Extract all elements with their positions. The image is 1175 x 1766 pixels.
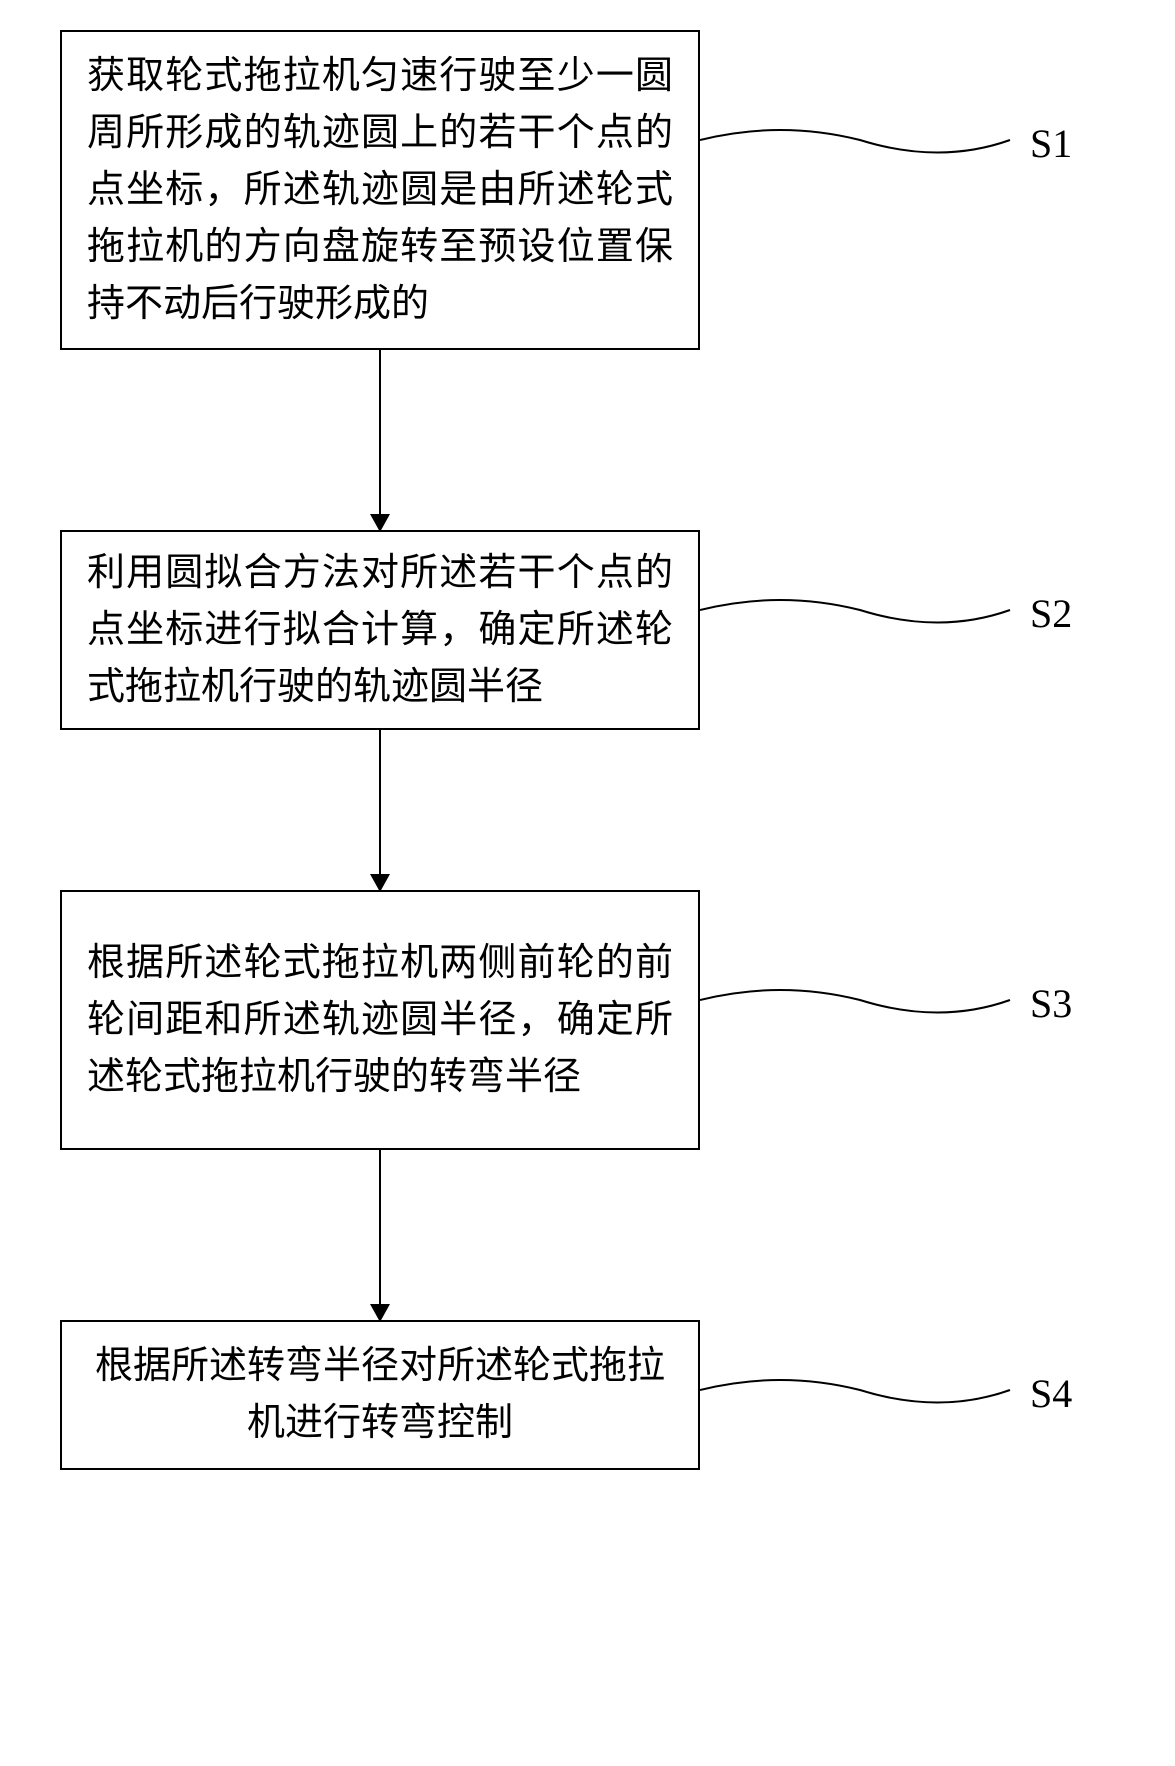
step-label-2: S2 (1030, 590, 1072, 637)
step-box-1: 获取轮式拖拉机匀速行驶至少一圆周所形成的轨迹圆上的若干个点的点坐标，所述轨迹圆是… (60, 30, 700, 350)
step-label-4: S4 (1030, 1370, 1072, 1417)
step-row-1: 获取轮式拖拉机匀速行驶至少一圆周所形成的轨迹圆上的若干个点的点坐标，所述轨迹圆是… (60, 30, 1115, 350)
step-label-1: S1 (1030, 120, 1072, 167)
step-row-4: 根据所述转弯半径对所述轮式拖拉机进行转弯控制 S4 (60, 1320, 1115, 1470)
step-text-4: 根据所述转弯半径对所述轮式拖拉机进行转弯控制 (87, 1338, 673, 1452)
label-connector-3 (700, 970, 1050, 1070)
step-text-3: 根据所述轮式拖拉机两侧前轮的前轮间距和所述轨迹圆半径，确定所述轮式拖拉机行驶的转… (87, 935, 673, 1106)
step-text-1: 获取轮式拖拉机匀速行驶至少一圆周所形成的轨迹圆上的若干个点的点坐标，所述轨迹圆是… (87, 48, 673, 333)
step-text-2: 利用圆拟合方法对所述若干个点的点坐标进行拟合计算，确定所述轮式拖拉机行驶的轨迹圆… (87, 545, 673, 716)
arrow-3 (60, 1150, 700, 1320)
step-box-2: 利用圆拟合方法对所述若干个点的点坐标进行拟合计算，确定所述轮式拖拉机行驶的轨迹圆… (60, 530, 700, 730)
step-box-4: 根据所述转弯半径对所述轮式拖拉机进行转弯控制 (60, 1320, 700, 1470)
label-connector-2 (700, 580, 1050, 680)
arrow-1 (60, 350, 700, 530)
step-box-3: 根据所述轮式拖拉机两侧前轮的前轮间距和所述轨迹圆半径，确定所述轮式拖拉机行驶的转… (60, 890, 700, 1150)
label-connector-4 (700, 1360, 1050, 1460)
step-row-2: 利用圆拟合方法对所述若干个点的点坐标进行拟合计算，确定所述轮式拖拉机行驶的轨迹圆… (60, 530, 1115, 730)
label-connector-1 (700, 110, 1050, 230)
flowchart-container: 获取轮式拖拉机匀速行驶至少一圆周所形成的轨迹圆上的若干个点的点坐标，所述轨迹圆是… (60, 30, 1115, 1470)
step-label-3: S3 (1030, 980, 1072, 1027)
arrow-2 (60, 730, 700, 890)
step-row-3: 根据所述轮式拖拉机两侧前轮的前轮间距和所述轨迹圆半径，确定所述轮式拖拉机行驶的转… (60, 890, 1115, 1150)
